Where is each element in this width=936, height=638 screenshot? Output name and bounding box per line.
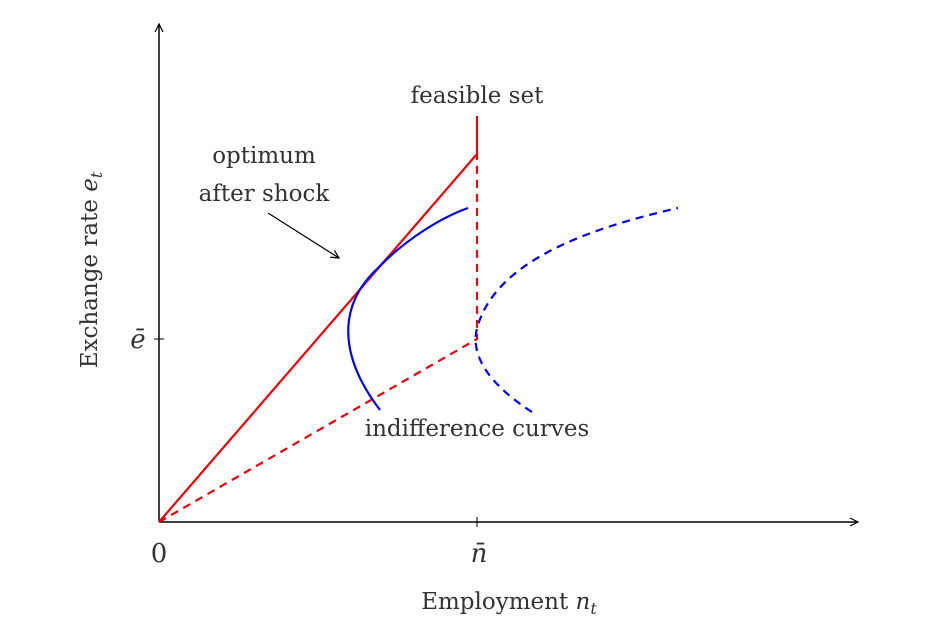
- origin-label: 0: [151, 539, 168, 569]
- feasible-set-dashed: [158, 154, 479, 523]
- indifference-curve-dashed: [474, 206, 679, 413]
- x-axis-label: Employment nt: [421, 589, 597, 618]
- feasible-set-label: feasible set: [411, 83, 544, 109]
- y-axis-label: Exchange rate et: [77, 171, 106, 368]
- optimum-label-line2: after shock: [199, 181, 331, 207]
- indifference-curves-label: indifference curves: [365, 416, 590, 442]
- y-tick-label: ē: [130, 325, 145, 355]
- indifference-curve-solid: [347, 206, 469, 411]
- optimum-label-line1: optimum: [212, 143, 316, 169]
- x-tick-label: n̄: [471, 539, 488, 569]
- feasible-set-line: [158, 116, 479, 523]
- optimum-arrow: [267, 212, 339, 258]
